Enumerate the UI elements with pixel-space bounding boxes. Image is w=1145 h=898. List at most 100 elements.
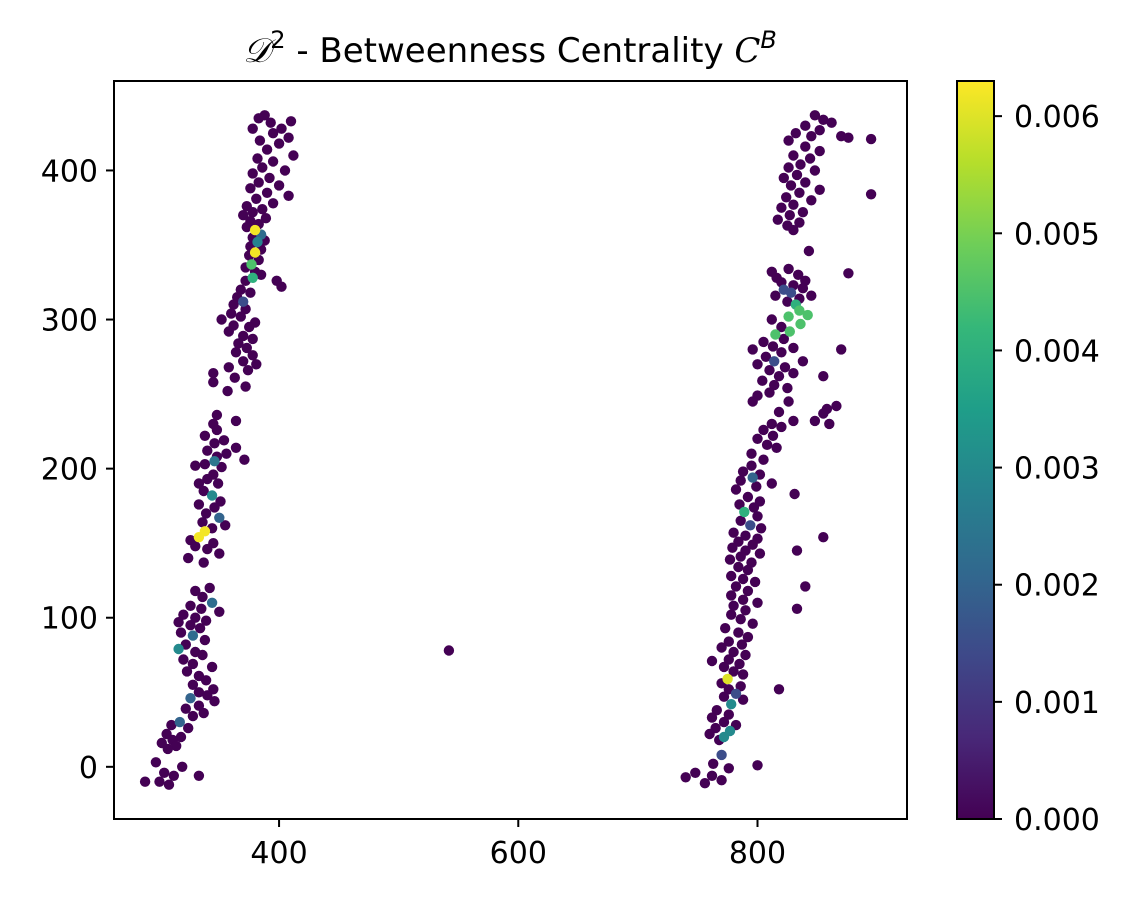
data-point bbox=[824, 418, 835, 430]
data-point bbox=[168, 770, 179, 781]
data-point bbox=[198, 485, 209, 497]
data-point bbox=[734, 499, 745, 510]
data-point bbox=[199, 430, 211, 441]
colorbar bbox=[956, 80, 995, 820]
data-point bbox=[690, 767, 701, 778]
data-point bbox=[788, 415, 799, 427]
data-point bbox=[806, 131, 817, 142]
data-point bbox=[253, 113, 264, 124]
data-point bbox=[723, 763, 734, 774]
data-point bbox=[766, 314, 777, 325]
data-point bbox=[283, 132, 294, 143]
data-point bbox=[761, 439, 773, 450]
data-point bbox=[247, 350, 258, 361]
data-point bbox=[746, 460, 757, 471]
data-point bbox=[747, 539, 758, 550]
data-point bbox=[181, 666, 193, 677]
data-point bbox=[726, 699, 737, 710]
data-point bbox=[865, 189, 877, 200]
data-point bbox=[261, 187, 273, 198]
data-point bbox=[265, 117, 276, 128]
data-point bbox=[223, 326, 234, 337]
data-point bbox=[745, 520, 756, 531]
data-point bbox=[758, 424, 769, 436]
data-point bbox=[727, 542, 738, 553]
data-point bbox=[159, 767, 170, 778]
data-point bbox=[206, 597, 218, 608]
data-point bbox=[742, 585, 754, 597]
data-point bbox=[767, 430, 779, 441]
data-point bbox=[767, 341, 779, 352]
data-point bbox=[737, 466, 749, 477]
data-point bbox=[241, 342, 252, 354]
colorbar-tick-label: 0.005 bbox=[1014, 217, 1100, 252]
data-point bbox=[785, 180, 797, 191]
data-point bbox=[728, 600, 739, 611]
data-point bbox=[209, 502, 220, 513]
data-point bbox=[443, 645, 455, 656]
data-point bbox=[736, 639, 748, 650]
x-tick-label: 600 bbox=[490, 836, 547, 871]
data-point bbox=[742, 491, 754, 503]
data-point bbox=[791, 545, 803, 556]
data-point bbox=[193, 687, 205, 698]
data-point bbox=[193, 770, 205, 781]
data-point bbox=[185, 600, 196, 611]
data-point bbox=[216, 461, 227, 473]
data-point bbox=[257, 162, 268, 173]
data-point bbox=[735, 515, 746, 526]
chart-title: 𝒟2 - Betweenness Centrality CB bbox=[243, 26, 777, 71]
data-point bbox=[788, 342, 799, 354]
data-point bbox=[737, 594, 749, 605]
data-point bbox=[185, 620, 196, 631]
y-tick-label: 400 bbox=[41, 154, 98, 189]
data-point bbox=[273, 180, 285, 191]
data-point bbox=[233, 338, 244, 349]
data-point bbox=[788, 224, 799, 236]
data-point bbox=[211, 424, 223, 436]
data-point bbox=[180, 703, 191, 714]
data-point bbox=[706, 712, 718, 723]
data-point bbox=[187, 710, 199, 722]
data-point bbox=[171, 740, 182, 752]
data-point bbox=[783, 311, 794, 322]
data-point bbox=[214, 512, 225, 523]
data-point bbox=[770, 329, 781, 340]
data-point bbox=[760, 351, 772, 362]
data-point bbox=[214, 548, 225, 559]
data-point bbox=[173, 617, 184, 628]
data-point bbox=[818, 532, 829, 543]
colorbar-axis: 0.000 0.001 0.002 0.003 0.004 0.005 0.006 bbox=[994, 100, 1100, 838]
data-point bbox=[795, 159, 806, 170]
data-point bbox=[177, 761, 188, 772]
data-point bbox=[199, 634, 211, 646]
data-point bbox=[247, 168, 258, 179]
data-point bbox=[785, 287, 797, 298]
data-point bbox=[183, 722, 194, 734]
data-point bbox=[680, 772, 691, 783]
data-point bbox=[769, 379, 780, 391]
data-point bbox=[726, 570, 737, 582]
data-point bbox=[769, 356, 780, 367]
data-point bbox=[735, 475, 746, 486]
data-point bbox=[740, 605, 751, 616]
y-tick-label: 300 bbox=[41, 304, 98, 339]
data-point bbox=[758, 454, 769, 465]
data-point bbox=[747, 344, 758, 355]
data-point bbox=[803, 245, 815, 257]
data-point bbox=[865, 133, 877, 145]
plot-area-frame bbox=[113, 80, 908, 820]
data-point bbox=[806, 195, 817, 206]
data-point bbox=[209, 438, 220, 449]
data-point bbox=[247, 333, 258, 345]
data-point bbox=[279, 165, 291, 176]
data-point bbox=[206, 661, 218, 673]
data-point bbox=[264, 172, 275, 184]
data-point bbox=[267, 128, 279, 139]
data-point bbox=[814, 125, 825, 136]
data-point bbox=[818, 371, 829, 382]
data-point bbox=[245, 183, 256, 194]
data-point bbox=[733, 627, 744, 638]
data-point bbox=[190, 460, 201, 471]
data-point bbox=[843, 268, 854, 279]
